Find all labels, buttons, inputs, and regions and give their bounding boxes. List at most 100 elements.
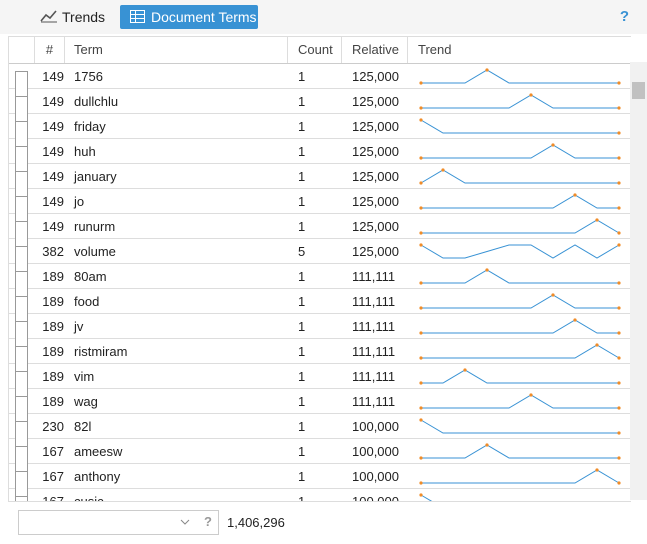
relative: 125,000 bbox=[352, 144, 399, 159]
trend-line bbox=[420, 119, 619, 134]
grid-row: 149 dullchlu 1 125,000 bbox=[9, 89, 631, 123]
relative: 125,000 bbox=[352, 69, 399, 84]
count: 1 bbox=[298, 94, 306, 109]
sparkline bbox=[419, 293, 621, 310]
row-checkbox[interactable] bbox=[15, 496, 28, 501]
relative: 125,000 bbox=[352, 94, 399, 109]
sparkline bbox=[419, 193, 621, 210]
header-cell[interactable]: Relative bbox=[343, 37, 408, 63]
raw-freq: 382 bbox=[42, 244, 64, 259]
count: 1 bbox=[298, 394, 306, 409]
raw-freq: 149 bbox=[42, 194, 64, 209]
tab-document-terms[interactable]: Document Terms bbox=[120, 5, 258, 29]
raw-freq: 149 bbox=[42, 119, 64, 134]
trend-dot bbox=[617, 106, 621, 110]
sparkline bbox=[419, 368, 621, 385]
term: jv bbox=[74, 319, 84, 334]
scroll-thumb[interactable] bbox=[632, 82, 645, 99]
grid-row: 189 80am 1 111,111 bbox=[9, 264, 631, 298]
grid-row: 189 jv 1 111,111 bbox=[9, 314, 631, 348]
grid-row: 382 volume 5 125,000 bbox=[9, 239, 631, 273]
count: 1 bbox=[298, 469, 306, 484]
sparkline bbox=[419, 268, 621, 285]
trend-dot bbox=[485, 68, 489, 72]
raw-freq: 149 bbox=[42, 219, 64, 234]
term: cusic bbox=[74, 494, 104, 502]
raw-freq: 149 bbox=[42, 94, 64, 109]
tab-trends[interactable]: Trends bbox=[62, 9, 106, 25]
terms-grid: # Term Count Relative Trend 149 1756 1 125,… bbox=[8, 36, 631, 502]
select-box[interactable]: ? bbox=[18, 510, 219, 535]
trend-dot bbox=[419, 406, 423, 410]
trend-dot bbox=[463, 368, 467, 372]
trend-line bbox=[421, 469, 620, 484]
trend-dot bbox=[419, 331, 423, 335]
trend-line bbox=[421, 344, 620, 359]
header-cell[interactable]: Term bbox=[65, 37, 288, 63]
count: 1 bbox=[298, 294, 306, 309]
term: food bbox=[74, 294, 100, 309]
raw-freq: 167 bbox=[42, 444, 64, 459]
tab-label: Document Terms bbox=[151, 9, 257, 25]
trend-dot bbox=[419, 481, 423, 485]
relative: 111,111 bbox=[352, 394, 396, 409]
trend-line bbox=[421, 144, 619, 159]
grid-row: 149 1756 1 125,000 bbox=[9, 64, 631, 98]
trend-dot bbox=[551, 143, 555, 147]
term: anthony bbox=[74, 469, 121, 484]
trend-dot bbox=[617, 181, 621, 185]
trend-dot bbox=[419, 381, 423, 385]
raw-freq: 149 bbox=[42, 144, 64, 159]
term: january bbox=[74, 169, 117, 184]
sparkline bbox=[419, 168, 621, 185]
header-cell[interactable]: Trend bbox=[418, 42, 452, 57]
trend-dot bbox=[419, 418, 423, 422]
term: dullchlu bbox=[74, 94, 119, 109]
trend-dot bbox=[617, 156, 621, 160]
grid-row: 149 jo 1 125,000 bbox=[9, 189, 631, 223]
term: 1756 bbox=[74, 69, 103, 84]
raw-freq: 189 bbox=[42, 394, 64, 409]
relative: 125,000 bbox=[352, 194, 399, 209]
trend-line bbox=[420, 419, 619, 434]
trend-dot bbox=[419, 356, 423, 360]
trend-dot bbox=[595, 343, 599, 347]
trend-dot bbox=[617, 381, 621, 385]
trend-dot bbox=[419, 306, 423, 310]
sparkline bbox=[419, 143, 621, 160]
trend-dot bbox=[617, 131, 621, 135]
trend-line bbox=[421, 444, 619, 459]
trend-dot bbox=[419, 118, 423, 122]
trend-line bbox=[421, 194, 619, 209]
relative: 100,000 bbox=[352, 419, 399, 434]
trend-line bbox=[421, 369, 619, 384]
sparkline bbox=[419, 343, 621, 360]
toolbar: Trends Document Terms ? bbox=[0, 0, 647, 34]
footer-help[interactable]: ? bbox=[204, 514, 212, 529]
help-button[interactable]: ? bbox=[619, 8, 629, 25]
raw-freq: 167 bbox=[42, 469, 64, 484]
trend-dot bbox=[617, 243, 621, 247]
grid-header: # Term Count Relative Trend bbox=[9, 37, 631, 64]
scrollbar[interactable] bbox=[630, 62, 647, 500]
trends-icon bbox=[40, 10, 57, 23]
trend-dot bbox=[595, 468, 599, 472]
relative: 111,111 bbox=[352, 269, 396, 284]
term: runurm bbox=[74, 219, 116, 234]
sparkline bbox=[419, 93, 621, 110]
header-cell[interactable]: Count bbox=[289, 37, 342, 63]
trend-dot bbox=[617, 231, 621, 235]
count: 1 bbox=[298, 444, 306, 459]
term: wag bbox=[74, 394, 98, 409]
trend-dot bbox=[617, 281, 621, 285]
sparkline bbox=[419, 318, 621, 335]
raw-freq: 230 bbox=[42, 419, 64, 434]
relative: 125,000 bbox=[352, 219, 399, 234]
header-cell[interactable]: # bbox=[35, 37, 65, 63]
trend-line bbox=[421, 319, 619, 334]
sparkline bbox=[419, 418, 621, 435]
term: 80am bbox=[74, 269, 107, 284]
count: 1 bbox=[298, 169, 306, 184]
trend-line bbox=[420, 494, 433, 501]
trend-dot bbox=[617, 356, 621, 360]
